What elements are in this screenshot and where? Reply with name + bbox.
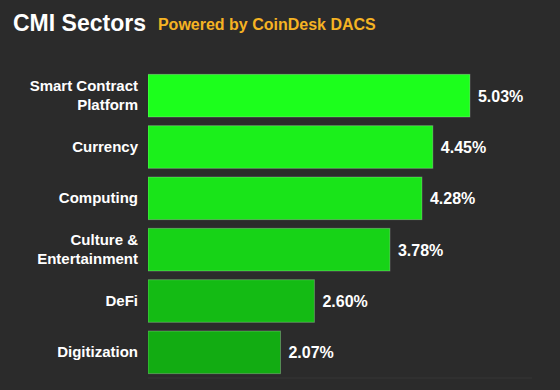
subtitle: Powered by CoinDesk DACS <box>158 16 376 33</box>
category-label: Culture & Entertainment <box>37 231 138 267</box>
category-label-line: Currency <box>72 138 139 155</box>
background <box>0 0 560 390</box>
data-label: 5.03% <box>478 88 523 105</box>
category-label: Digitization <box>57 343 138 360</box>
category-label-line: Smart Contract <box>30 77 138 94</box>
chart: CMI Sectors Powered by CoinDesk DACS 5.03%… <box>0 0 560 390</box>
category-label-line: Culture & <box>71 231 139 248</box>
page: {"chart_data": {"type": "bar", "orientat… <box>0 0 560 390</box>
data-label: 2.60% <box>322 293 367 310</box>
category-label-line: Computing <box>59 189 138 206</box>
category-label-line: Digitization <box>57 343 138 360</box>
bars <box>148 74 470 373</box>
bar <box>148 331 280 374</box>
data-label: 2.07% <box>288 344 333 361</box>
data-label: 4.28% <box>430 190 475 207</box>
bar <box>148 228 390 271</box>
bar <box>148 126 433 169</box>
x-axis-line <box>148 378 532 379</box>
category-label: Smart Contract Platform <box>30 77 138 113</box>
labels: 5.03% Smart Contract Platform 4.45% Currency… <box>30 77 524 361</box>
category-label-line: DeFi <box>105 292 138 309</box>
category-label: Computing <box>59 189 138 206</box>
bar <box>148 74 470 117</box>
data-label: 3.78% <box>398 242 443 259</box>
category-label-line: Platform <box>77 96 138 113</box>
bar <box>148 280 314 323</box>
data-label: 4.45% <box>441 139 486 156</box>
bar <box>148 177 422 220</box>
category-label: DeFi <box>105 292 138 309</box>
category-label-line: Entertainment <box>37 250 138 267</box>
title: CMI Sectors <box>13 10 146 36</box>
category-label: Currency <box>72 138 139 155</box>
